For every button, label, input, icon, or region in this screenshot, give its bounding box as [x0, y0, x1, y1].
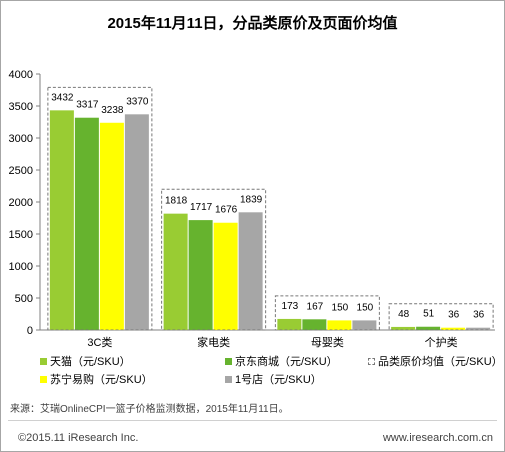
footer-divider — [8, 420, 497, 421]
data-label: 150 — [357, 302, 374, 313]
legend-item-yhd: 1号店（元/SKU） — [225, 371, 322, 387]
data-label: 36 — [448, 310, 460, 321]
y-tick-label: 0 — [27, 325, 33, 337]
x-tick-label: 母婴类 — [311, 335, 344, 349]
bar — [277, 318, 302, 330]
bar — [49, 110, 74, 331]
data-label: 48 — [398, 309, 410, 320]
bar — [99, 122, 124, 330]
data-label: 1717 — [190, 202, 213, 213]
bar — [391, 326, 416, 330]
legend-item-suning: 苏宁易购（元/SKU） — [40, 371, 153, 387]
bar — [416, 326, 441, 330]
data-label: 1839 — [240, 194, 263, 205]
bar — [352, 320, 377, 330]
bar — [124, 114, 149, 330]
x-tick-label: 3C类 — [87, 335, 112, 349]
x-tick-label: 家电类 — [197, 335, 230, 349]
data-label: 1818 — [165, 196, 188, 207]
legend-swatch-jd — [225, 357, 232, 365]
original-price-box — [47, 86, 153, 331]
y-tick-label: 500 — [15, 293, 33, 305]
bar — [213, 222, 238, 330]
legend-swatch-original-price — [368, 357, 375, 365]
data-label: 3317 — [76, 100, 99, 111]
legend-item-jd: 京东商城（元/SKU） — [225, 353, 338, 369]
original-price-box — [161, 188, 267, 331]
original-price-box — [388, 303, 494, 331]
y-tick-label: 3000 — [9, 133, 33, 145]
legend-swatch-tmall — [40, 357, 47, 365]
copyright-text: ©2015.11 iResearch Inc. — [18, 432, 139, 444]
website-text: www.iresearch.com.cn — [382, 432, 493, 444]
legend-label-yhd: 1号店（元/SKU） — [235, 374, 322, 386]
bar — [302, 319, 327, 330]
data-label: 173 — [282, 301, 299, 312]
legend-label-suning: 苏宁易购（元/SKU） — [50, 374, 153, 386]
legend-item-tmall: 天猫（元/SKU） — [40, 353, 131, 369]
y-tick-label: 3500 — [9, 101, 33, 113]
data-label: 1676 — [215, 205, 238, 216]
legend-swatch-suning — [40, 375, 47, 383]
bar — [163, 213, 188, 330]
data-label: 3238 — [101, 105, 124, 116]
bar — [327, 320, 352, 330]
y-tick-label: 2500 — [9, 165, 33, 177]
bar — [188, 220, 213, 330]
chart-title: 2015年11月11日，分品类原价及页面价均值 — [107, 15, 398, 32]
y-tick-label: 1000 — [9, 261, 33, 273]
x-tick-label: 个护类 — [425, 335, 458, 349]
source-note: 来源：艾瑞OnlineCPI一篮子价格监测数据，2015年11月11日。 — [10, 404, 289, 415]
data-label: 167 — [307, 301, 324, 312]
data-label: 51 — [423, 309, 435, 320]
legend-label-tmall: 天猫（元/SKU） — [50, 356, 131, 368]
legend-label-original-price: 品类原价均值（元/SKU） — [378, 356, 503, 368]
legend-item-original-price: 品类原价均值（元/SKU） — [368, 353, 503, 369]
legend-swatch-yhd — [225, 375, 232, 383]
bar — [441, 327, 466, 330]
data-label: 3370 — [126, 96, 149, 107]
data-label: 36 — [473, 310, 485, 321]
y-tick-label: 2000 — [9, 197, 33, 209]
bar — [238, 212, 263, 330]
legend-label-jd: 京东商城（元/SKU） — [235, 356, 338, 368]
y-tick-label: 4000 — [9, 69, 33, 81]
y-tick-label: 1500 — [9, 229, 33, 241]
data-label: 150 — [332, 302, 349, 313]
original-price-box — [274, 295, 380, 331]
bar — [74, 117, 99, 330]
data-label: 3432 — [51, 92, 74, 103]
bar — [466, 327, 491, 330]
